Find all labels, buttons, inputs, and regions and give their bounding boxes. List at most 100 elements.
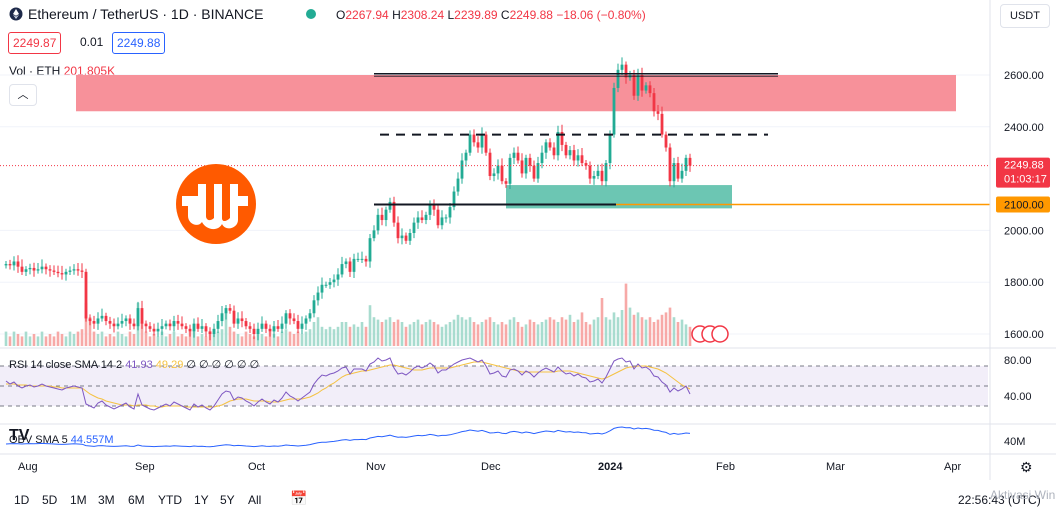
candle-body	[464, 152, 468, 161]
candle-body	[116, 323, 120, 327]
timeframe-button-ytd[interactable]: YTD	[158, 493, 182, 507]
candle-body	[208, 331, 212, 334]
volume-bar	[228, 326, 232, 346]
candle-body	[68, 270, 72, 272]
price-tick-label: 1600.00	[1004, 329, 1044, 341]
timeframe-button-6m[interactable]: 6M	[128, 493, 145, 507]
volume-bar	[300, 334, 304, 346]
candle-body	[180, 323, 184, 327]
candle-body	[12, 261, 16, 266]
volume-bar	[140, 322, 144, 346]
timeframe-button-all[interactable]: All	[248, 493, 262, 507]
time-tick-label: Apr	[944, 461, 961, 473]
time-tick-label: Feb	[716, 461, 735, 473]
volume-bar	[588, 324, 592, 346]
candle-body	[60, 273, 64, 275]
volume-bar	[564, 319, 568, 346]
sell-price-button[interactable]: 2249.87	[8, 32, 62, 54]
volume-bar	[16, 334, 20, 346]
candle-body	[580, 155, 584, 164]
volume-bar	[272, 334, 276, 346]
candle-body	[160, 326, 164, 329]
ethereum-logo-icon	[9, 7, 23, 21]
volume-bar	[516, 322, 520, 346]
rsi-value: 41.93	[125, 359, 153, 371]
volume-bar	[636, 312, 640, 346]
support-zone	[506, 185, 732, 209]
volume-bar	[160, 331, 164, 346]
obv-line	[5, 426, 691, 448]
candle-body	[4, 264, 8, 266]
volume-bar	[216, 331, 220, 346]
utc-clock[interactable]: 22:56:43 (UTC)	[958, 493, 1041, 507]
level-label: 2100.00	[1004, 200, 1044, 212]
volume-bar	[56, 331, 60, 346]
volume-bar	[248, 334, 252, 346]
candle-body	[260, 323, 264, 329]
timeframe-button-1y[interactable]: 1Y	[194, 493, 209, 507]
volume-bar	[424, 322, 428, 346]
price-tick-label: 2400.00	[1004, 122, 1044, 134]
volume-bar	[348, 326, 352, 346]
currency-select[interactable]: USDT	[1000, 4, 1050, 28]
obv-legend: OBV SMA 5 44.557M	[9, 434, 114, 446]
volume-bar	[420, 324, 424, 346]
timeframe-button-3m[interactable]: 3M	[98, 493, 115, 507]
candle-body	[184, 326, 188, 329]
volume-bar	[336, 326, 340, 346]
candle-body	[476, 142, 480, 148]
rsi-band	[0, 366, 988, 406]
watermark-text: Aktivasi Win	[990, 488, 1056, 502]
candle-body	[224, 308, 228, 314]
volume-bar	[504, 324, 508, 346]
buy-price-button[interactable]: 2249.88	[112, 32, 166, 54]
candle-body	[192, 323, 196, 332]
volume-bar	[332, 329, 336, 346]
chevron-up-icon[interactable]: ︿	[9, 84, 37, 106]
time-tick-label: Sep	[135, 461, 155, 473]
gear-icon[interactable]: ⚙	[1020, 459, 1033, 475]
candle-body	[492, 173, 496, 177]
volume-bar	[280, 331, 284, 346]
candle-body	[540, 152, 544, 164]
rsi-sma-value: 49.29	[155, 359, 184, 371]
candle-body	[72, 269, 76, 271]
candle-body	[548, 142, 552, 148]
timeframe-button-5d[interactable]: 5D	[42, 493, 58, 507]
volume-bar	[508, 319, 512, 346]
high-value: 2308.24	[400, 8, 445, 22]
volume-bar	[472, 322, 476, 346]
candle-body	[316, 292, 320, 301]
obv-label: OBV SMA 5	[9, 434, 68, 446]
candle-body	[240, 318, 244, 322]
volume-bar	[184, 336, 188, 346]
rsi-label: RSI 14 close SMA 14 2	[9, 359, 123, 371]
candle-body	[572, 150, 576, 161]
candle-body	[364, 258, 368, 262]
volume-bar	[92, 331, 96, 346]
volume-bar	[32, 334, 36, 346]
candle-body	[320, 284, 324, 293]
timeframe-button-1m[interactable]: 1M	[70, 493, 87, 507]
candle-body	[292, 318, 296, 322]
candle-body	[340, 264, 344, 275]
timeframe-button-5y[interactable]: 5Y	[220, 493, 235, 507]
candle-body	[236, 318, 240, 324]
candle-body	[652, 93, 656, 112]
candle-body	[216, 321, 220, 329]
timeframe-button-1d[interactable]: 1D	[14, 493, 30, 507]
rsi-tick-label: 80.00	[1004, 355, 1032, 367]
level-badge	[996, 196, 1050, 213]
volume-bar	[296, 331, 300, 346]
symbol-title[interactable]: Ethereum / TetherUS · 1D · BINANCE	[28, 6, 264, 22]
time-axis: Aug Sep Oct Nov Dec 2024 Feb Mar Apr TV	[9, 427, 961, 473]
candle-body	[252, 328, 256, 334]
candles	[4, 57, 729, 343]
candle-body	[368, 238, 372, 262]
volume-bar	[104, 336, 108, 346]
candle-body	[480, 134, 484, 148]
calendar-range-icon[interactable]: 📅	[290, 490, 308, 506]
candle-body	[484, 134, 488, 153]
volume-bar	[168, 334, 172, 346]
